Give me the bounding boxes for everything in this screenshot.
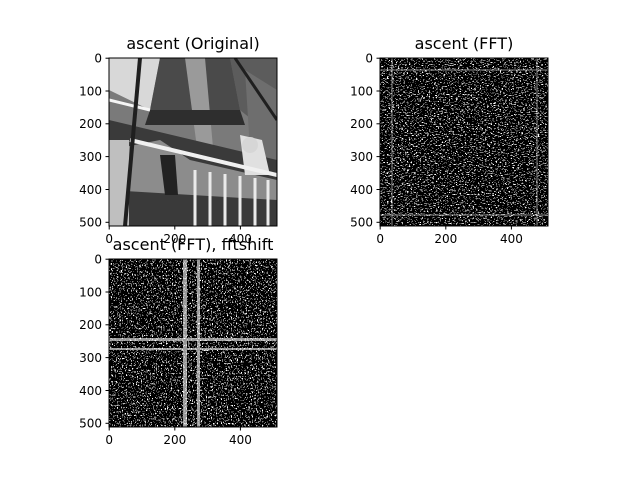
y-tick-label: 200: [350, 117, 373, 131]
y-tick-label: 0: [94, 52, 102, 66]
x-tick-label: 200: [163, 433, 186, 447]
x-tick-label: 0: [376, 232, 384, 246]
x-tick-label: 400: [500, 232, 523, 246]
axes-fftshift-frame: [108, 258, 278, 428]
y-tick-label: 300: [350, 150, 373, 164]
axes-fft: ascent (FFT) 0 100 200 300 400 500: [350, 34, 549, 246]
y-tick-label: 100: [79, 285, 102, 299]
axes-original-frame: [108, 57, 278, 227]
axes-fftshift-title: ascent (FFT), fftshift: [113, 235, 274, 254]
y-tick-label: 0: [94, 253, 102, 267]
axes-original-yticks: 0 100 200 300 400 500: [79, 52, 109, 230]
axes-fft-title: ascent (FFT): [415, 34, 514, 53]
axes-fftshift-xticks: 0 200 400: [105, 427, 252, 447]
y-tick-label: 300: [79, 351, 102, 365]
y-tick-label: 400: [350, 183, 373, 197]
axes-fft-frame: [379, 57, 549, 227]
x-tick-label: 0: [105, 433, 113, 447]
y-tick-label: 100: [79, 84, 102, 98]
fftshift-image: [109, 259, 277, 427]
x-tick-label: 400: [229, 232, 252, 246]
y-tick-label: 400: [79, 183, 102, 197]
axes-fft-yticks: 0 100 200 300 400 500: [350, 52, 380, 230]
y-tick-label: 200: [79, 318, 102, 332]
axes-fftshift-yticks: 0 100 200 300 400 500: [79, 253, 109, 431]
axes-original-title: ascent (Original): [126, 34, 259, 53]
y-tick-label: 500: [79, 216, 102, 230]
original-image: [109, 58, 277, 226]
axes-fftshift: ascent (FFT), fftshift 0 100 200 300 400…: [79, 235, 278, 447]
y-tick-label: 100: [350, 84, 373, 98]
y-tick-label: 500: [79, 417, 102, 431]
fft-image: [380, 58, 548, 226]
axes-original: ascent (Original): [79, 34, 278, 246]
axes-fft-xticks: 0 200 400: [376, 226, 523, 246]
x-tick-label: 200: [163, 232, 186, 246]
x-tick-label: 200: [434, 232, 457, 246]
axes-original-xticks: 0 200 400: [105, 226, 252, 246]
y-tick-label: 500: [350, 216, 373, 230]
y-tick-label: 0: [365, 52, 373, 66]
y-tick-label: 400: [79, 384, 102, 398]
y-tick-label: 200: [79, 117, 102, 131]
y-tick-label: 300: [79, 150, 102, 164]
x-tick-label: 0: [105, 232, 113, 246]
x-tick-label: 400: [229, 433, 252, 447]
